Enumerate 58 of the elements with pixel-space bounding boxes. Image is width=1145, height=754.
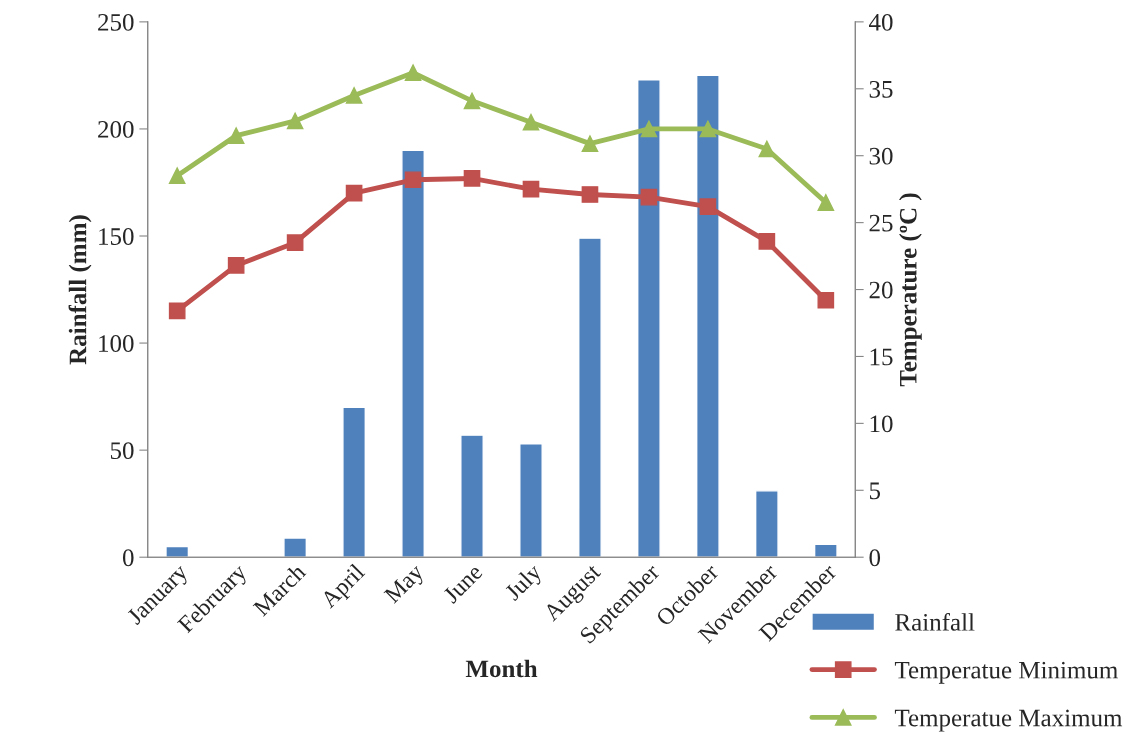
point xyxy=(640,120,658,138)
y2-tick-label: 0 xyxy=(869,549,881,567)
point xyxy=(463,92,481,110)
bar xyxy=(578,237,602,558)
point xyxy=(817,291,835,309)
point xyxy=(640,188,658,206)
x-tick-label: June xyxy=(442,563,484,605)
point xyxy=(345,87,363,104)
point xyxy=(817,194,835,211)
y2-axis-title: Temperature (ºC ) xyxy=(899,193,922,387)
point xyxy=(581,186,599,203)
x-tick-label: July xyxy=(503,562,547,605)
bar xyxy=(695,74,720,558)
y-axis-title: Rainfall (mm) xyxy=(68,215,92,365)
bar xyxy=(165,545,190,558)
y-tick-label: 150 xyxy=(99,228,134,245)
bar xyxy=(813,543,838,558)
point xyxy=(168,167,186,185)
x-tick-label: May xyxy=(383,562,429,608)
y2-tick-label: 5 xyxy=(869,482,881,500)
bar xyxy=(460,434,484,558)
point xyxy=(699,120,717,138)
bar xyxy=(637,78,661,558)
y2-tick-label: 25 xyxy=(869,214,893,232)
point xyxy=(699,198,717,215)
bar xyxy=(283,537,308,558)
y2-tick-label: 15 xyxy=(870,348,893,366)
legend-label: Rainfall xyxy=(895,612,975,631)
y2-tick-label: 30 xyxy=(869,147,893,165)
point xyxy=(286,234,304,252)
bar xyxy=(519,443,543,558)
point xyxy=(168,302,186,320)
bar xyxy=(342,406,366,558)
y-tick-label: 200 xyxy=(98,120,134,138)
point xyxy=(758,233,776,250)
point xyxy=(404,64,422,82)
point xyxy=(463,170,481,187)
y2-tick-label: 20 xyxy=(869,281,893,299)
point xyxy=(522,113,540,131)
y2-tick-label: 35 xyxy=(869,80,893,98)
y2-tick-label: 40 xyxy=(869,13,893,31)
legend-label: Temperatue Minimum xyxy=(894,661,1118,684)
point xyxy=(345,184,363,202)
legend-label: Temperatue Maximum xyxy=(894,709,1123,732)
y-tick-label: 250 xyxy=(98,13,134,31)
point xyxy=(227,127,245,144)
point xyxy=(522,180,540,198)
point xyxy=(286,112,304,130)
bar xyxy=(754,490,779,558)
y-tick-label: 50 xyxy=(110,442,134,460)
point xyxy=(227,257,245,274)
bar xyxy=(401,149,425,558)
y-tick-label: 0 xyxy=(122,549,134,567)
x-axis-title: Month xyxy=(465,659,538,678)
point xyxy=(404,171,422,189)
point xyxy=(581,135,599,152)
y-tick-label: 100 xyxy=(99,335,134,352)
y2-tick-label: 10 xyxy=(870,415,893,433)
